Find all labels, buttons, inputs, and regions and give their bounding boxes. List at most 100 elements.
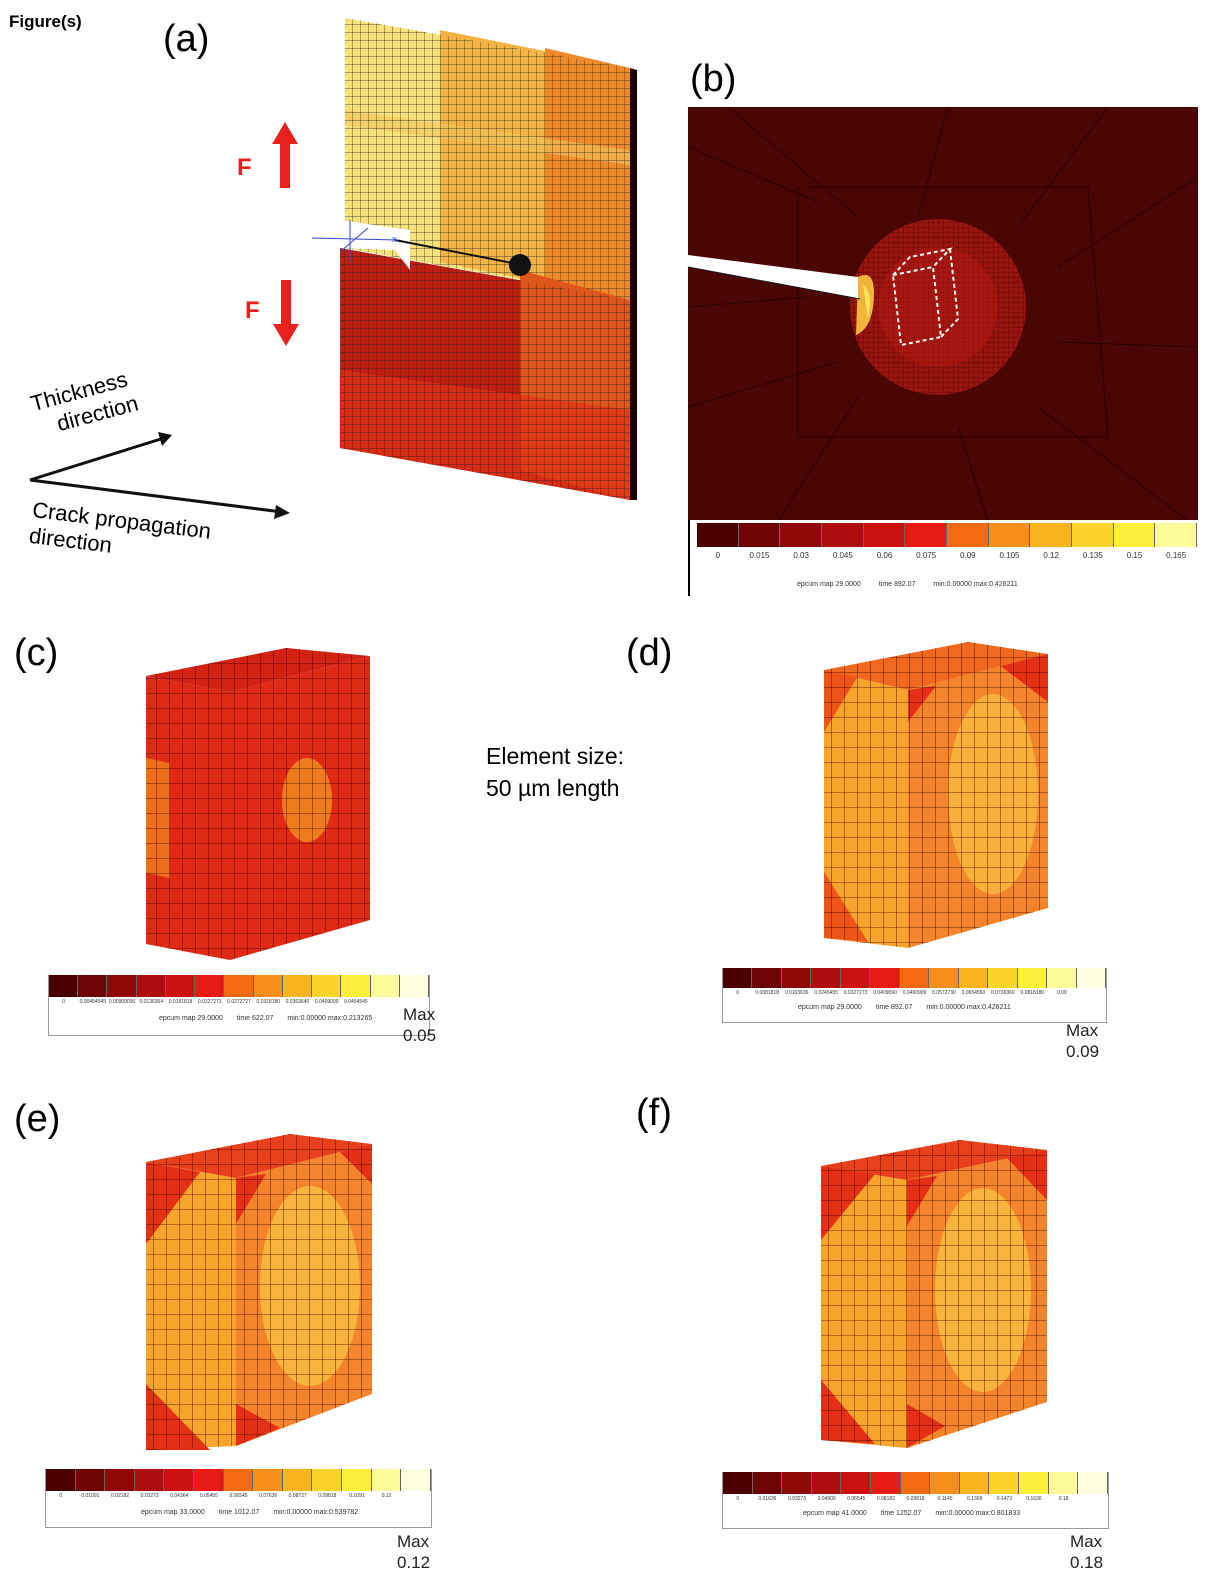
colorbar-tick-label: 0 xyxy=(715,551,721,560)
figure-header: Figure(s) xyxy=(9,12,82,31)
colorbar-tick-label: 0.09 xyxy=(1056,990,1067,996)
colorbar-swatch xyxy=(752,968,782,988)
colorbar-tick-label: 0.15 xyxy=(1126,551,1143,560)
panel-label-e: (e) xyxy=(14,1098,61,1140)
force-label-top: F xyxy=(237,154,252,181)
colorbar-tick-label: 0.0181818 xyxy=(168,999,193,1005)
colorbar-tick-label: 0.1091 xyxy=(349,1493,365,1499)
colorbar-swatch xyxy=(1113,523,1156,547)
colorbar-swatch xyxy=(697,523,739,547)
panel-d-colorscale: 0 0.0081818 0.0163636 0.0245455 0.0327273 0.0… xyxy=(722,968,1107,1023)
colorbar-tick-label: 0.00909090 xyxy=(108,999,136,1005)
colorbar-tick-label: 0.06545 xyxy=(847,1496,866,1502)
colorbar-tick-label: 0 xyxy=(736,1496,740,1502)
colorbar-tick-label: 0.015 xyxy=(749,551,770,560)
colorbar-swatch xyxy=(401,1469,431,1491)
colorbar-swatch xyxy=(312,975,342,997)
colorbar-swatch xyxy=(282,975,313,997)
colorbar-swatch xyxy=(165,975,196,997)
colorbar-swatch xyxy=(399,975,430,997)
colorbar-tick-label: 0.135 xyxy=(1082,551,1103,560)
colorbar-tick-label: 0.0572730 xyxy=(932,990,956,996)
panel-b-crack-tip-mesh xyxy=(688,107,1198,521)
colorbar-swatch xyxy=(341,975,371,997)
element-size-note: Element size: 50 µm length xyxy=(486,743,625,801)
colorbar-swatch xyxy=(105,1469,135,1491)
colorbar-swatch xyxy=(752,1472,783,1494)
colorbar-swatch xyxy=(811,1472,842,1494)
colorbar-swatch xyxy=(841,1472,872,1494)
colorbar-tick-label: 0.045 xyxy=(832,551,853,560)
colorbar-swatch xyxy=(371,1469,402,1491)
colorbar-tick-label: 0.105 xyxy=(999,551,1020,560)
colorbar-tick-label: 0.0272727 xyxy=(227,999,251,1005)
colorbar-swatch xyxy=(870,968,900,988)
colorbar-swatch xyxy=(312,1469,343,1491)
colorbar-swatch xyxy=(49,975,79,997)
colorbar-tick-label: 0.01091 xyxy=(81,1493,100,1499)
colorbar-swatch xyxy=(900,1472,931,1494)
panel-label-b: (b) xyxy=(690,58,737,100)
colorbar-swatch xyxy=(958,968,989,988)
colorbar-tick-label: 0.0245455 xyxy=(814,990,838,996)
colorbar-swatch xyxy=(342,1469,372,1491)
colorbar-tick-label: 0.09818 xyxy=(906,1496,925,1502)
force-up-arrow-icon xyxy=(272,122,298,188)
colorbar-ticks: 0 0.015 0.03 0.045 0.06 0.075 0.09 0.105 0.12 0.1… xyxy=(697,551,1197,561)
colorbar-tick-label: 0.0227273 xyxy=(197,999,222,1005)
colorbar-swatch xyxy=(282,1469,313,1491)
colorbar-swatch xyxy=(989,1472,1020,1494)
colorbar-tick-label: 0.09 xyxy=(960,551,976,560)
colorbar-tick-label: 0.04909 xyxy=(817,1496,836,1502)
colorbar-swatch xyxy=(738,523,781,547)
colorbar-swatch xyxy=(194,1469,224,1491)
colorbar-swatch xyxy=(811,968,841,988)
colorbar-swatch xyxy=(1047,968,1077,988)
panel-d-max: Max 0.09 xyxy=(1066,1021,1100,1061)
colorbar xyxy=(697,523,1198,547)
colorbar-tick-label: 0.00454545 xyxy=(79,999,107,1005)
colorbar-swatch xyxy=(107,975,137,997)
panel-f-element-block xyxy=(821,1140,1047,1448)
colorbar-tick-label: 0.03 xyxy=(793,551,809,560)
force-down-arrow-icon xyxy=(273,280,299,346)
colorbar-tick-label: 0.12 xyxy=(381,1493,392,1499)
colorbar-tick-label: 0.165 xyxy=(1166,551,1187,560)
colorbar-swatch xyxy=(822,523,864,547)
colorbar-tick-label: 0.09818 xyxy=(318,1493,337,1499)
panel-f-max: Max 0.18 xyxy=(1070,1532,1104,1572)
colorbar-tick-label: 0.05455 xyxy=(199,1493,218,1499)
colorbar-swatch xyxy=(988,968,1018,988)
colorbar-swatch xyxy=(78,975,108,997)
colorbar-swatch xyxy=(370,975,400,997)
colorbar-swatch xyxy=(1048,1472,1079,1494)
colorbar-tick-label: 0.06545 xyxy=(229,1493,248,1499)
direction-arrows xyxy=(29,432,290,519)
colorbar-tick-label: 0.0490909 xyxy=(902,990,927,996)
colorbar-swatch xyxy=(1078,1472,1108,1494)
colorbar-swatch xyxy=(253,975,283,997)
panel-label-c: (c) xyxy=(14,632,59,674)
panel-d-element-block xyxy=(824,642,1048,948)
panel-label-f: (f) xyxy=(636,1092,672,1134)
colorbar-swatch xyxy=(164,1469,195,1491)
colorbar-tick-label: 0 xyxy=(736,990,740,996)
panel-e-max: Max 0.12 xyxy=(397,1532,431,1572)
colorbar-swatch xyxy=(723,1472,753,1494)
colorbar-tick-label: 0.0818180 xyxy=(1020,990,1045,996)
colorbar-swatch xyxy=(134,1469,165,1491)
colorbar-swatch xyxy=(75,1469,106,1491)
colorbar-swatch xyxy=(723,968,753,988)
colorbar-tick-label: 0.0363640 xyxy=(285,999,310,1005)
colorbar-swatch xyxy=(1076,968,1107,988)
colorbar-info: epcum map 29.0000 time 892.07 min:0.00000 … xyxy=(797,581,1018,588)
colorbar-swatch xyxy=(223,1469,254,1491)
colorbar-swatch xyxy=(195,975,225,997)
colorbar-tick-label: 0.0409090 xyxy=(873,990,897,996)
colorbar-tick-label: 0.18 xyxy=(1058,1496,1069,1502)
colorbar-swatch xyxy=(224,975,254,997)
colorbar-tick-label: 0.12 xyxy=(1043,551,1059,560)
colorbar-swatch xyxy=(988,523,1031,547)
panel-label-a: (a) xyxy=(163,18,210,60)
colorbar-swatch xyxy=(871,1472,901,1494)
